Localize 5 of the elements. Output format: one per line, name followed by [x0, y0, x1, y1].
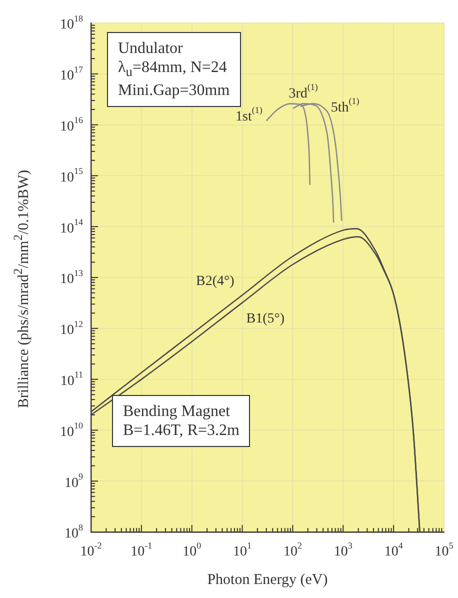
annotation: Undulator λ$_{u}$=84mm, N=24 Mini.Gap=30mm [107, 32, 241, 108]
annotation: Bending Magnet B=1.46T, R=3.2m [112, 395, 250, 447]
series-label: B1(5°) [246, 311, 285, 326]
x-axis-title: Photon Energy (eV) [206, 572, 329, 589]
series-label: B2(4°) [196, 274, 235, 289]
